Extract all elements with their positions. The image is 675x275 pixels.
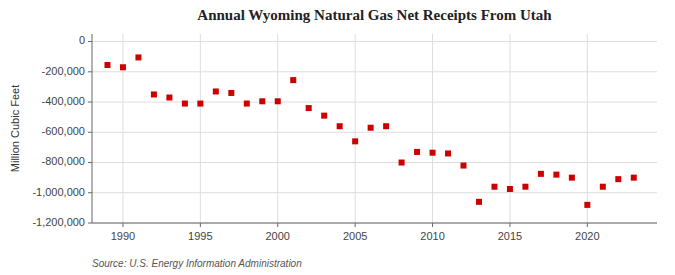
point [352, 138, 358, 144]
x-grid-line [200, 34, 201, 223]
point [290, 77, 296, 83]
point [368, 125, 374, 131]
y-axis-label: Million Cubic Feet [9, 85, 21, 172]
x-tick-label: 2010 [420, 230, 444, 242]
point [631, 175, 637, 181]
x-tick-label: 2020 [575, 230, 599, 242]
point [569, 175, 575, 181]
point [414, 149, 420, 155]
y-tick [88, 71, 92, 72]
x-grid-line [122, 34, 123, 223]
y-grid-line [92, 41, 657, 42]
point [275, 98, 281, 104]
chart-svg: Annual Wyoming Natural Gas Net Receipts … [0, 0, 675, 275]
x-grid-line [355, 34, 356, 223]
point [383, 123, 389, 129]
point [538, 171, 544, 177]
x-tick [509, 223, 510, 227]
point [430, 150, 436, 156]
point [151, 91, 157, 97]
grid [92, 34, 657, 223]
point [522, 184, 528, 190]
y-tick [88, 192, 92, 193]
chart-container: Annual Wyoming Natural Gas Net Receipts … [0, 0, 675, 275]
x-grid-line [587, 34, 588, 223]
x-tick [355, 223, 356, 227]
y-grid-line [92, 223, 657, 224]
point [461, 163, 467, 169]
point [228, 90, 234, 96]
y-grid-line [92, 132, 657, 133]
title: Annual Wyoming Natural Gas Net Receipts … [197, 7, 552, 23]
x-tick [587, 223, 588, 227]
x-tick-label: 2015 [498, 230, 522, 242]
x-grid-line [432, 34, 433, 223]
point [259, 98, 265, 104]
point [507, 186, 513, 192]
y-tick [88, 223, 92, 224]
point [213, 88, 219, 94]
x-tick-label: 2005 [343, 230, 367, 242]
point [399, 160, 405, 166]
x-tick [122, 223, 123, 227]
point [182, 101, 188, 107]
point [491, 184, 497, 190]
y-grid-line [92, 102, 657, 103]
point [553, 172, 559, 178]
point [321, 113, 327, 119]
point [584, 202, 590, 208]
y-grid-line [92, 192, 657, 193]
y-tick [88, 162, 92, 163]
point [615, 176, 621, 182]
point [135, 54, 141, 60]
point [306, 105, 312, 111]
x-grid-line [509, 34, 510, 223]
y-tick-label: -400,000 [42, 95, 85, 107]
y-tick [88, 41, 92, 42]
y-tick-label: -800,000 [42, 155, 85, 167]
axes: 0 -200,000 -400,000 -600,000 -800,000 -1,000,… [32, 34, 657, 242]
point [197, 101, 203, 107]
x-tick [432, 223, 433, 227]
x-grid-line [277, 34, 278, 223]
source: Source: U.S. Energy Information Administ… [92, 258, 302, 269]
point [166, 95, 172, 101]
point [600, 184, 606, 190]
point [244, 101, 250, 107]
x-tick [277, 223, 278, 227]
x-tick [200, 223, 201, 227]
y-tick-label: 0 [79, 34, 85, 46]
y-grid-line [92, 71, 657, 72]
x-tick-label: 1995 [188, 230, 212, 242]
y-tick-label: -1,200,000 [32, 216, 85, 228]
y-tick-label: -200,000 [42, 65, 85, 77]
point [337, 123, 343, 129]
x-tick-label: 1990 [111, 230, 135, 242]
y-tick-label: -1,000,000 [32, 186, 85, 198]
y-tick [88, 102, 92, 103]
x-axis-line [92, 223, 657, 224]
point [476, 199, 482, 205]
x-tick-label: 2000 [266, 230, 290, 242]
point [445, 150, 451, 156]
point [120, 64, 126, 70]
y-tick [88, 132, 92, 133]
points [104, 54, 636, 207]
point [104, 62, 110, 68]
y-grid-line [92, 162, 657, 163]
y-tick-label: -600,000 [42, 125, 85, 137]
y-axis-line [92, 34, 93, 223]
